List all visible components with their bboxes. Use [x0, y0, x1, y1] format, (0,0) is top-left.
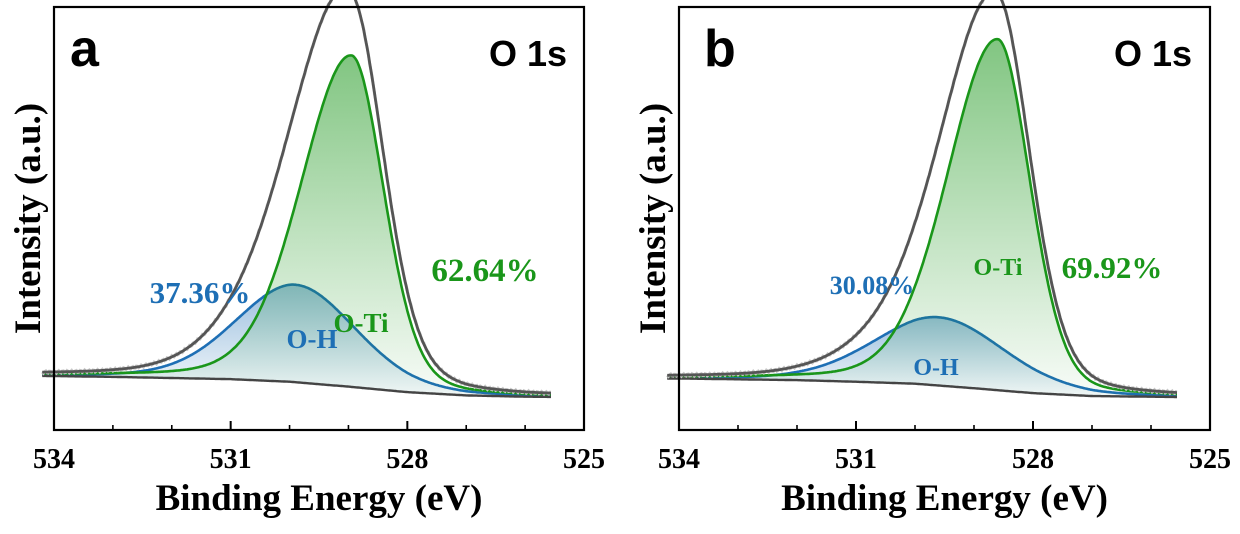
x-tick-label: 534: [658, 444, 700, 475]
peak-label-oti: O-Ti: [974, 255, 1023, 281]
x-tick-label: 525: [1189, 444, 1231, 475]
panel-a: 534 531 528 525 Binding Energy (eV) Intensity…: [8, 0, 605, 519]
percent-label-oh: 37.36%: [150, 275, 251, 310]
x-tick-label: 528: [1012, 444, 1054, 475]
peak-fill-o-ti: [667, 39, 1177, 397]
peak-label-oh: O-H: [913, 355, 959, 381]
peak-label-oh: O-H: [287, 324, 338, 354]
plot-frame: [677, 5, 1212, 432]
x-tick-label: 531: [835, 444, 877, 475]
x-tick-label: 528: [386, 444, 428, 475]
envelope-line: [667, 0, 1178, 394]
x-tick-label: 531: [210, 444, 252, 475]
x-axis-label: Binding Energy (eV): [781, 478, 1108, 519]
y-axis-label: Intensity (a.u.): [8, 103, 49, 334]
y-axis-label: Intensity (a.u.): [633, 103, 674, 334]
panel-letter: a: [70, 20, 100, 78]
plot-frame: [52, 5, 586, 432]
percent-label-oti: 62.64%: [431, 253, 538, 289]
peak-line-o-ti: [42, 54, 551, 396]
panel-b: 534 531 528 525 Binding Energy (eV) Intensity…: [633, 0, 1231, 519]
background-line: [667, 377, 1177, 399]
background-line: [42, 374, 551, 399]
percent-label-oti: 69.92%: [1062, 250, 1163, 285]
peak-line-o-ti: [667, 37, 1177, 396]
peak-label-oti: O-Ti: [333, 308, 389, 338]
peak-fill-o-ti: [42, 55, 551, 397]
x-axis-label: Binding Energy (eV): [156, 478, 483, 519]
panel-title: O 1s: [1114, 33, 1192, 74]
envelope-line: [42, 0, 551, 395]
percent-label-oh: 30.08%: [830, 271, 915, 300]
panel-letter: b: [704, 20, 736, 78]
panel-title: O 1s: [489, 33, 567, 74]
x-tick-label: 534: [33, 444, 75, 475]
x-tick-label: 525: [563, 444, 605, 475]
